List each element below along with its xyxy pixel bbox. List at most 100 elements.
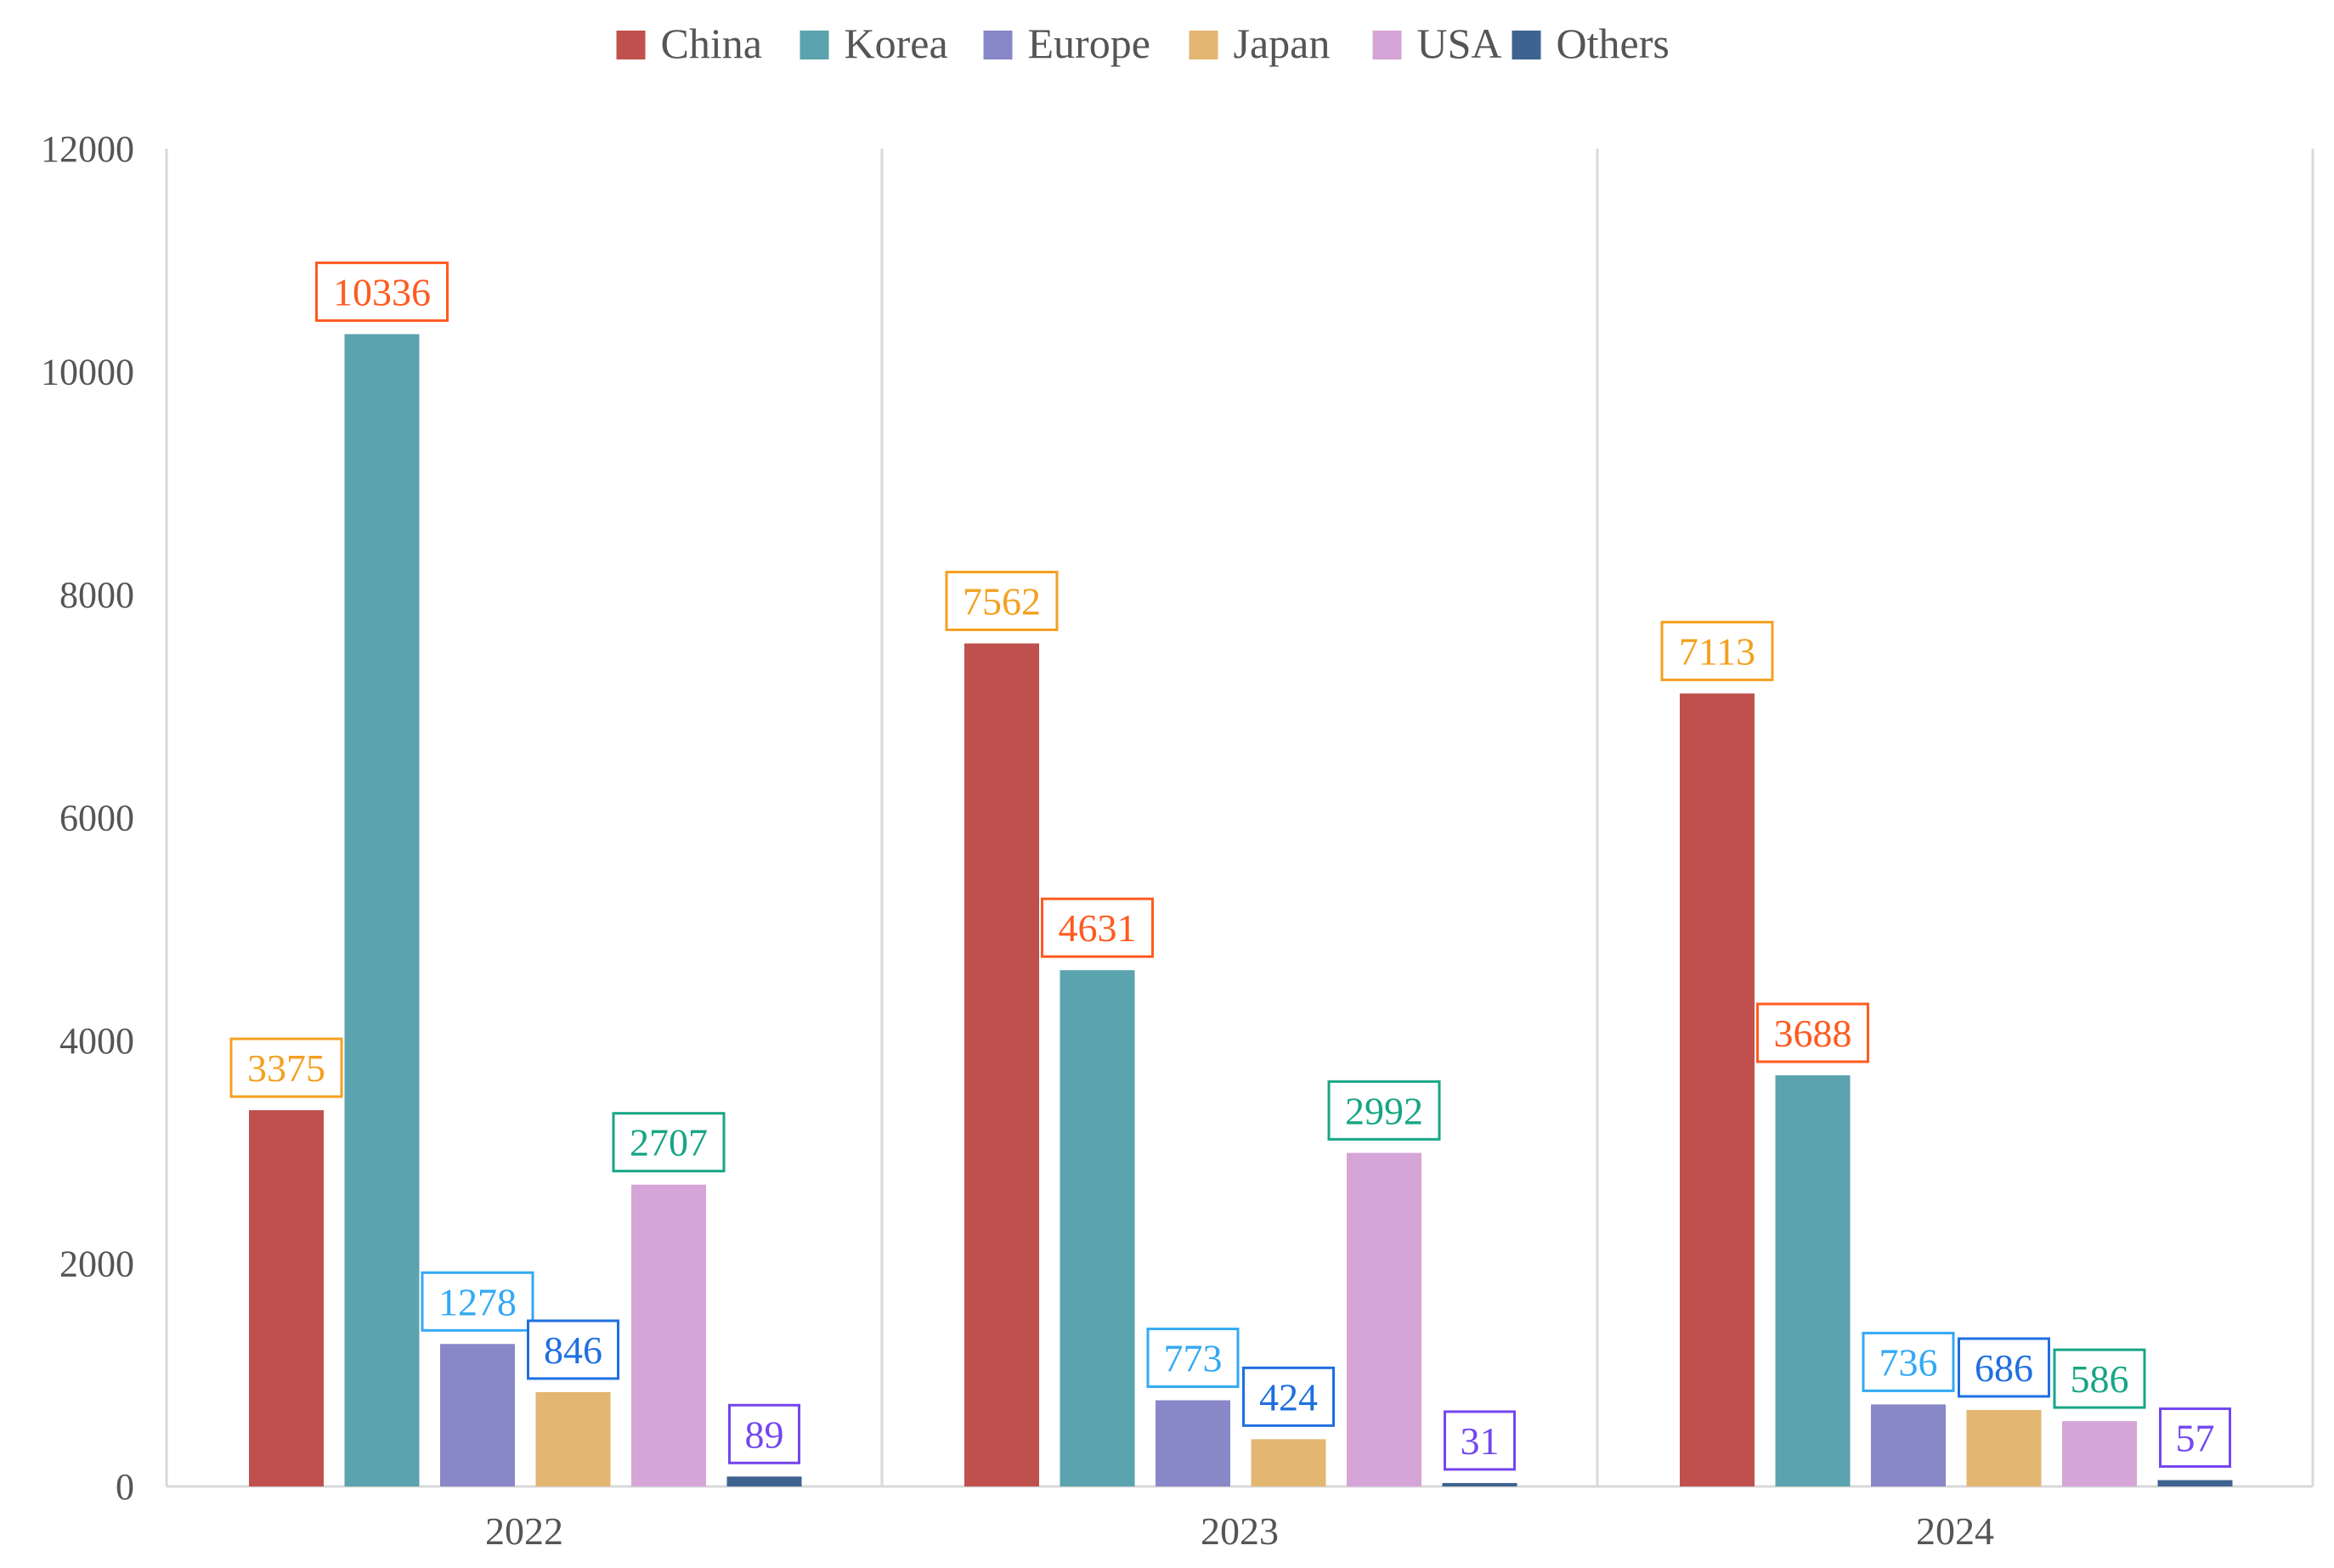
bar <box>344 334 420 1486</box>
bar <box>1871 1404 1946 1486</box>
data-label-text: 3375 <box>247 1046 325 1090</box>
legend-item: Korea <box>800 20 948 67</box>
data-label-box <box>1041 897 1154 958</box>
data-label-box <box>945 570 1059 631</box>
data-label-box <box>1660 620 1774 681</box>
data-label-text: 2707 <box>630 1121 708 1165</box>
bar <box>1347 1153 1421 1486</box>
bar <box>1680 693 1755 1486</box>
data-label: 2707 <box>612 1112 726 1173</box>
data-label-box <box>612 1112 726 1173</box>
bar <box>964 643 1039 1486</box>
y-tick-label: 6000 <box>59 798 134 839</box>
data-label-box <box>1756 1002 1869 1063</box>
bar <box>2062 1421 2137 1486</box>
x-axis: 2022 2023 2024 <box>485 1509 1994 1553</box>
legend-swatch <box>1189 31 1218 59</box>
y-tick-label: 2000 <box>59 1244 134 1285</box>
data-label: 7113 <box>1660 620 1774 681</box>
legend-item: Europe <box>983 20 1150 67</box>
data-label: 31 <box>1444 1410 1516 1471</box>
data-label-box <box>1242 1366 1335 1427</box>
data-label-box <box>2159 1407 2231 1469</box>
data-label-text: 7562 <box>963 579 1041 623</box>
data-label: 736 <box>1862 1331 1955 1392</box>
data-label-text: 686 <box>1975 1346 2033 1390</box>
data-label: 4631 <box>1041 897 1154 958</box>
legend-label: China <box>661 20 762 67</box>
bar <box>1775 1074 1851 1486</box>
legend-swatch <box>616 31 646 59</box>
data-label-text: 2992 <box>1345 1089 1423 1132</box>
x-tick-label: 2023 <box>1201 1509 1279 1553</box>
legend-swatch <box>1512 31 1541 59</box>
data-label: 424 <box>1242 1366 1335 1427</box>
data-label-box <box>1327 1080 1441 1141</box>
legend-label: Europe <box>1028 20 1150 67</box>
bar <box>1442 1482 1517 1486</box>
y-tick-label: 0 <box>116 1466 134 1508</box>
data-label-text: 57 <box>2176 1417 2215 1460</box>
data-label-box <box>728 1403 800 1464</box>
data-label: 686 <box>1958 1337 2050 1398</box>
data-label-text: 586 <box>2071 1357 2129 1401</box>
data-label-text: 846 <box>544 1328 602 1372</box>
data-label: 586 <box>2053 1348 2146 1409</box>
legend-swatch <box>1372 31 1402 59</box>
y-tick-label: 10000 <box>41 352 134 393</box>
data-label: 3375 <box>229 1037 343 1098</box>
legend-item: Japan <box>1189 20 1331 67</box>
category-grid <box>165 149 2314 1488</box>
bar <box>1156 1400 1230 1486</box>
y-axis: 0 2000 4000 6000 8000 10000 12000 <box>41 128 134 1508</box>
data-label-text: 773 <box>1164 1337 1223 1380</box>
bar <box>1060 970 1135 1486</box>
data-labels: 3375 10336 1278 846 2707 89 7562 4631 773 424 2992… <box>229 261 2231 1471</box>
bar <box>440 1344 515 1486</box>
data-label-text: 7113 <box>1679 629 1755 673</box>
data-label-box <box>1862 1331 1955 1392</box>
bar <box>1251 1439 1326 1486</box>
legend-swatch <box>983 31 1013 59</box>
data-label-text: 89 <box>745 1413 784 1456</box>
data-label-text: 3688 <box>1774 1012 1852 1055</box>
data-label: 773 <box>1146 1328 1240 1389</box>
legend-label: Japan <box>1234 20 1331 67</box>
data-label-text: 736 <box>1879 1340 1938 1384</box>
data-label: 89 <box>728 1403 800 1464</box>
data-label-text: 31 <box>1461 1419 1500 1463</box>
data-label-text: 10336 <box>333 270 431 313</box>
bar <box>535 1391 611 1486</box>
bar <box>631 1184 706 1486</box>
data-label: 2992 <box>1327 1080 1441 1141</box>
data-label: 846 <box>527 1319 619 1380</box>
x-tick-label: 2022 <box>485 1509 563 1553</box>
legend-item: China <box>616 20 762 67</box>
bar <box>726 1476 802 1486</box>
data-label-text: 424 <box>1259 1375 1318 1419</box>
bar <box>1966 1409 2042 1486</box>
data-label-box <box>2053 1348 2146 1409</box>
x-tick-label: 2024 <box>1916 1509 1994 1553</box>
data-label: 10336 <box>315 261 449 322</box>
y-tick-label: 8000 <box>59 574 134 616</box>
data-label-box <box>1958 1337 2050 1398</box>
legend: China Korea Europe Japan USA Others <box>616 20 1670 67</box>
data-label: 3688 <box>1756 1002 1869 1063</box>
legend-label: USA <box>1417 20 1502 67</box>
data-label-text: 1278 <box>438 1280 517 1323</box>
data-label-box <box>315 261 449 322</box>
data-label-text: 4631 <box>1059 906 1137 950</box>
y-tick-label: 4000 <box>59 1020 134 1062</box>
bars <box>249 334 2233 1486</box>
legend-swatch <box>800 31 829 59</box>
legend-label: Korea <box>845 20 948 67</box>
data-label-box <box>421 1271 534 1332</box>
legend-item: USA <box>1372 20 1502 67</box>
y-tick-label: 12000 <box>41 128 134 170</box>
legend-item: Others <box>1512 20 1670 67</box>
data-label-box <box>1146 1328 1240 1389</box>
bar <box>2157 1480 2233 1486</box>
bar <box>249 1110 324 1486</box>
